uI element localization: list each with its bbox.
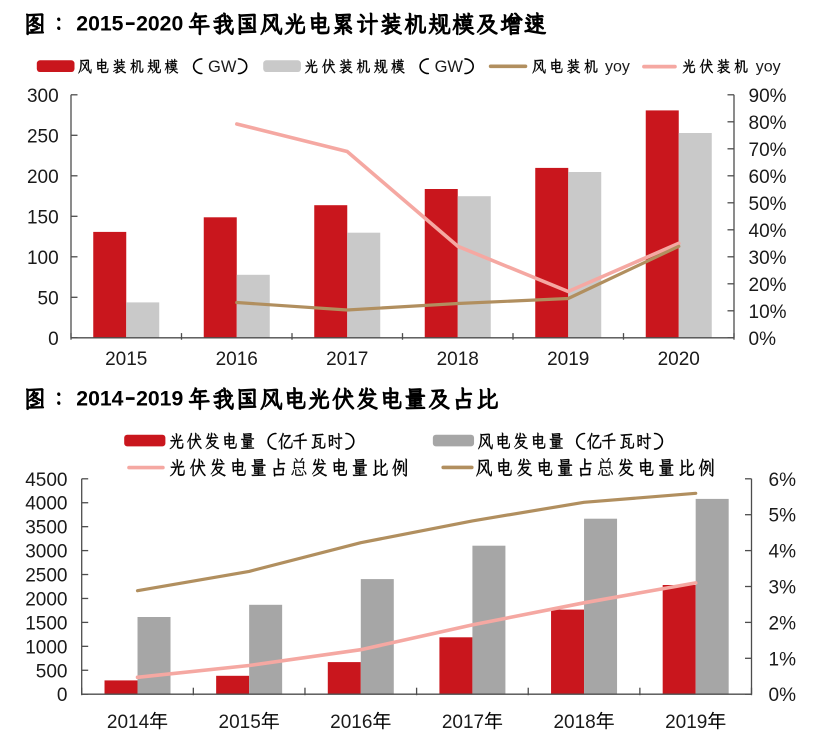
svg-text:80%: 80% xyxy=(749,113,787,134)
svg-text:yoy: yoy xyxy=(756,58,781,75)
svg-text:40%: 40% xyxy=(749,221,787,242)
svg-text:4500: 4500 xyxy=(25,470,67,491)
svg-text:2017: 2017 xyxy=(326,349,368,370)
svg-text:2015: 2015 xyxy=(105,349,147,370)
svg-text:2016: 2016 xyxy=(330,712,372,733)
svg-text:4000: 4000 xyxy=(25,494,67,515)
svg-text:2014: 2014 xyxy=(76,387,123,410)
svg-text:1000: 1000 xyxy=(25,637,67,658)
svg-text:2018: 2018 xyxy=(437,349,479,370)
svg-text:1500: 1500 xyxy=(25,613,67,634)
svg-text:2018: 2018 xyxy=(553,712,595,733)
svg-text:0: 0 xyxy=(48,329,59,350)
svg-text:2014: 2014 xyxy=(107,712,150,733)
svg-text:2019: 2019 xyxy=(547,349,589,370)
svg-text:0%: 0% xyxy=(769,685,797,706)
svg-text:3500: 3500 xyxy=(25,518,67,539)
svg-text:3%: 3% xyxy=(769,578,797,599)
svg-text:2015: 2015 xyxy=(219,712,261,733)
svg-text:150: 150 xyxy=(27,207,59,228)
svg-text:70%: 70% xyxy=(749,140,787,161)
svg-text:GW: GW xyxy=(208,58,237,76)
svg-text:2%: 2% xyxy=(769,613,797,634)
svg-text:300: 300 xyxy=(27,86,59,107)
svg-text:yoy: yoy xyxy=(605,58,630,75)
svg-text:2000: 2000 xyxy=(25,589,67,610)
svg-text:30%: 30% xyxy=(749,248,787,269)
svg-text:250: 250 xyxy=(27,126,59,147)
svg-text:500: 500 xyxy=(36,661,68,682)
svg-text:0: 0 xyxy=(57,685,68,706)
svg-text:4%: 4% xyxy=(769,542,797,563)
svg-text:10%: 10% xyxy=(749,302,787,323)
svg-text:2015: 2015 xyxy=(76,13,123,36)
svg-text:5%: 5% xyxy=(769,506,797,527)
svg-text:2017: 2017 xyxy=(442,712,484,733)
svg-text:100: 100 xyxy=(27,248,59,269)
svg-text:2020: 2020 xyxy=(136,13,183,36)
svg-text:GW: GW xyxy=(435,58,464,76)
svg-text:50: 50 xyxy=(38,288,59,309)
svg-text:90%: 90% xyxy=(749,86,787,107)
svg-text:200: 200 xyxy=(27,167,59,188)
svg-text:2019: 2019 xyxy=(136,387,183,410)
svg-text:3000: 3000 xyxy=(25,542,67,563)
svg-text:20%: 20% xyxy=(749,275,787,296)
svg-text:0%: 0% xyxy=(749,329,777,350)
svg-text:1%: 1% xyxy=(769,649,797,670)
svg-text:60%: 60% xyxy=(749,167,787,188)
svg-text:50%: 50% xyxy=(749,194,787,215)
svg-text:2016: 2016 xyxy=(216,349,258,370)
svg-text:2019: 2019 xyxy=(665,712,707,733)
svg-text:2500: 2500 xyxy=(25,566,67,587)
svg-text:6%: 6% xyxy=(769,470,797,491)
svg-text:2020: 2020 xyxy=(658,349,700,370)
